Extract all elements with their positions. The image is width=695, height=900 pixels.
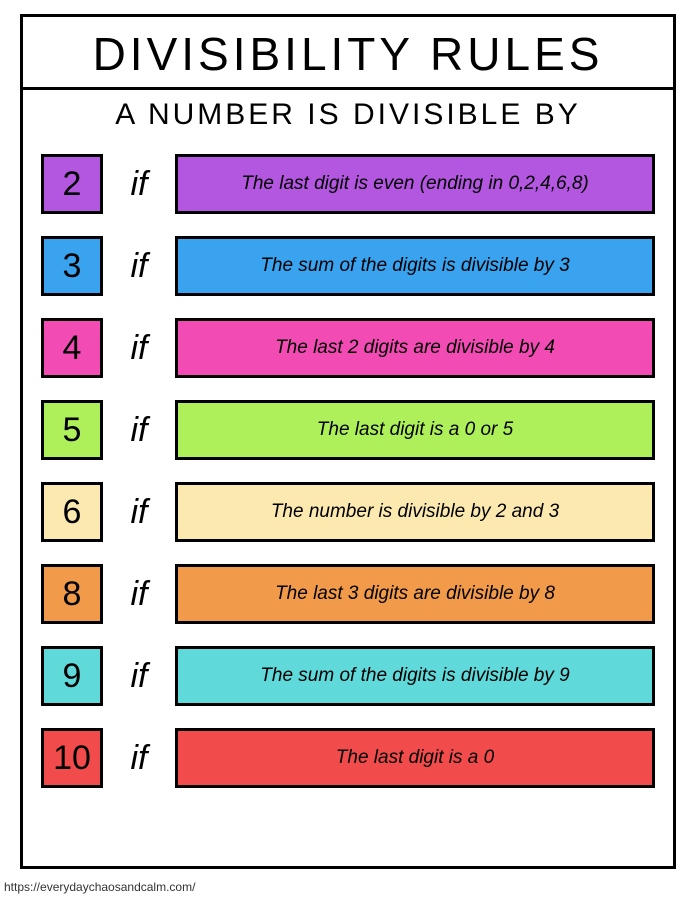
rule-row: 10ifThe last digit is a 0 xyxy=(41,728,655,788)
footer-url: https://everydaychaosandcalm.com/ xyxy=(4,880,195,894)
rule-row: 4ifThe last 2 digits are divisible by 4 xyxy=(41,318,655,378)
rule-text: The last digit is a 0 or 5 xyxy=(175,400,655,460)
divisor-box: 5 xyxy=(41,400,103,460)
rule-text: The number is divisible by 2 and 3 xyxy=(175,482,655,542)
divisor-box: 4 xyxy=(41,318,103,378)
if-label: if xyxy=(103,329,175,368)
if-label: if xyxy=(103,575,175,614)
if-label: if xyxy=(103,411,175,450)
page-subtitle: A NUMBER IS DIVISIBLE BY xyxy=(23,90,673,136)
rule-row: 9ifThe sum of the digits is divisible by… xyxy=(41,646,655,706)
divisor-box: 10 xyxy=(41,728,103,788)
if-label: if xyxy=(103,165,175,204)
rule-text: The sum of the digits is divisible by 3 xyxy=(175,236,655,296)
rule-text: The last 3 digits are divisible by 8 xyxy=(175,564,655,624)
divisor-box: 8 xyxy=(41,564,103,624)
if-label: if xyxy=(103,657,175,696)
if-label: if xyxy=(103,739,175,778)
page-title: DIVISIBILITY RULES xyxy=(23,17,673,90)
divisor-box: 6 xyxy=(41,482,103,542)
rule-row: 2ifThe last digit is even (ending in 0,2… xyxy=(41,154,655,214)
rule-row: 6ifThe number is divisible by 2 and 3 xyxy=(41,482,655,542)
poster-frame: DIVISIBILITY RULES A NUMBER IS DIVISIBLE… xyxy=(20,14,676,869)
rule-text: The last digit is a 0 xyxy=(175,728,655,788)
divisor-box: 2 xyxy=(41,154,103,214)
rule-row: 8ifThe last 3 digits are divisible by 8 xyxy=(41,564,655,624)
divisor-box: 3 xyxy=(41,236,103,296)
rules-container: 2ifThe last digit is even (ending in 0,2… xyxy=(23,136,673,788)
rule-row: 3ifThe sum of the digits is divisible by… xyxy=(41,236,655,296)
rule-text: The last 2 digits are divisible by 4 xyxy=(175,318,655,378)
if-label: if xyxy=(103,247,175,286)
rule-row: 5ifThe last digit is a 0 or 5 xyxy=(41,400,655,460)
if-label: if xyxy=(103,493,175,532)
rule-text: The sum of the digits is divisible by 9 xyxy=(175,646,655,706)
rule-text: The last digit is even (ending in 0,2,4,… xyxy=(175,154,655,214)
divisor-box: 9 xyxy=(41,646,103,706)
